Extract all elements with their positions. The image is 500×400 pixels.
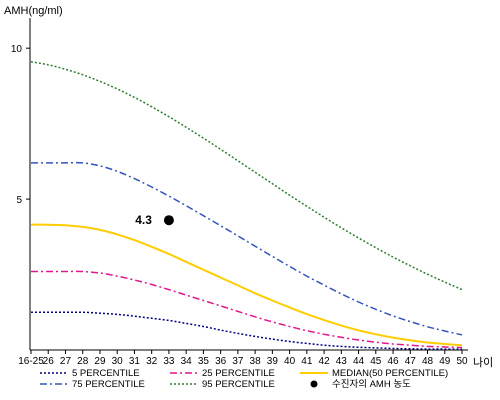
x-tick-label: 31 <box>129 356 141 367</box>
x-tick-label: 32 <box>146 356 158 367</box>
x-tick-label: 34 <box>181 356 193 367</box>
x-tick-label: 49 <box>439 356 451 367</box>
y-tick-label: 5 <box>16 195 22 206</box>
patient-amh-point <box>163 215 174 226</box>
y-axis-title: AMH(ng/ml) <box>4 5 63 17</box>
annotation-layer: 4.3 <box>135 213 174 227</box>
series-layer <box>30 61 463 351</box>
x-tick-label: 46 <box>387 356 399 367</box>
x-tick-label: 43 <box>336 356 348 367</box>
series-line-95-percentile <box>30 61 463 291</box>
y-ticks: 5 10 <box>11 44 30 206</box>
series-line-5-percentile <box>31 311 463 351</box>
x-tick-label: 39 <box>267 356 279 367</box>
x-tick-label: 29 <box>94 356 106 367</box>
legend-label: MEDIAN(50 PERCENTILE) <box>332 368 448 379</box>
x-tick-label: 38 <box>250 356 262 367</box>
y-tick-label: 10 <box>11 44 23 55</box>
x-tick-label: 44 <box>353 356 365 367</box>
series-line-25-percentile <box>30 270 463 349</box>
x-tick-label: 16-25 <box>18 356 44 367</box>
series-line-median-50-percentile <box>30 223 463 347</box>
legend: 5 PERCENTILE 25 PERCENTILE MEDIAN(50 PERCE… <box>40 368 448 390</box>
x-tick-label: 41 <box>301 356 313 367</box>
x-tick-label: 28 <box>77 356 89 367</box>
x-tick-label: 40 <box>284 356 296 367</box>
x-tick-label: 47 <box>405 356 417 367</box>
legend-label: 25 PERCENTILE <box>202 368 275 379</box>
x-tick-label: 26 <box>43 356 55 367</box>
x-axis-title: 나이 <box>473 356 493 369</box>
x-tick-label: 37 <box>232 356 244 367</box>
x-tick-label: 42 <box>319 356 331 367</box>
x-tick-label: 48 <box>422 356 434 367</box>
series-line-75-percentile <box>30 161 463 336</box>
x-tick-label: 36 <box>215 356 227 367</box>
legend-label: 95 PERCENTILE <box>202 379 275 390</box>
legend-marker-patient <box>310 380 318 388</box>
patient-amh-label: 4.3 <box>135 213 152 227</box>
x-tick-label: 45 <box>370 356 382 367</box>
x-tick-label: 35 <box>198 356 210 367</box>
x-tick-label: 50 <box>456 356 468 367</box>
legend-label: 75 PERCENTILE <box>72 379 145 390</box>
x-tick-label: 27 <box>60 356 72 367</box>
legend-label: 수진자의 AMH 농도 <box>332 379 411 390</box>
legend-label: 5 PERCENTILE <box>72 368 140 379</box>
x-tick-label: 30 <box>112 356 124 367</box>
x-tick-label: 33 <box>163 356 175 367</box>
